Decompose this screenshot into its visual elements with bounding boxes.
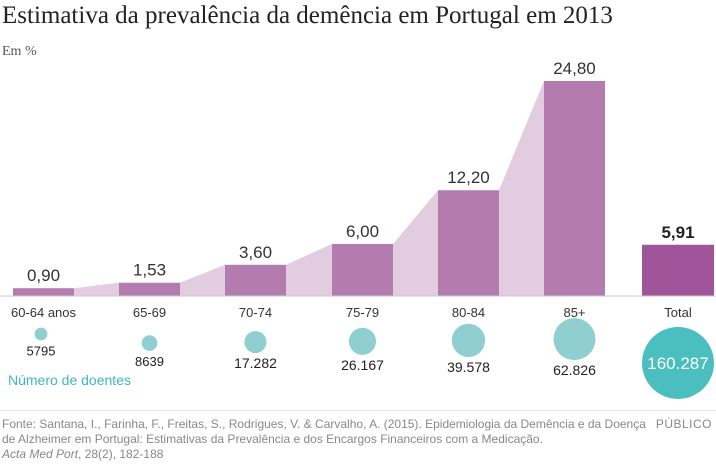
source-journal: Acta Med Port xyxy=(2,447,79,461)
bar-total xyxy=(642,244,714,296)
trend-area-segment xyxy=(286,243,332,296)
bar-75-79 xyxy=(332,243,393,296)
source-line-3: Acta Med Port, 28(2), 182-188 xyxy=(2,447,602,462)
patients-label: 62.826 xyxy=(553,362,596,378)
patients-label: 39.578 xyxy=(447,359,490,375)
prevalence-chart: 0,90 60-64 anos 1,53 65-69 3,60 70-74 6,00 75-7… xyxy=(0,59,716,399)
trend-area-segment xyxy=(499,81,544,296)
bar-60-64 anos xyxy=(13,288,74,296)
value-label: 6,00 xyxy=(346,222,379,241)
category-label: 70-74 xyxy=(239,305,272,320)
category-label: 80-84 xyxy=(452,305,485,320)
source-line-1: Fonte: Santana, I., Farinha, F., Freitas… xyxy=(2,417,646,431)
trend-area-segment xyxy=(180,264,225,296)
bar-80-84 xyxy=(438,190,499,296)
source-note: Fonte: Santana, I., Farinha, F., Freitas… xyxy=(2,417,646,462)
category-label: 85+ xyxy=(563,305,585,320)
trend-area-segment xyxy=(74,282,119,296)
patients-circle xyxy=(244,331,267,354)
chart-title: Estimativa da prevalência da demência em… xyxy=(2,2,613,29)
category-label: 75-79 xyxy=(346,305,379,320)
value-label: 24,80 xyxy=(553,59,596,78)
total-value-label: 5,91 xyxy=(661,223,694,242)
brand-logo-text: PÚBLICO xyxy=(655,417,712,431)
bar-65-69 xyxy=(119,282,180,296)
patients-label: 5795 xyxy=(27,343,56,358)
patients-circle xyxy=(451,323,486,358)
value-label: 3,60 xyxy=(239,243,272,262)
bar-85+ xyxy=(544,81,605,296)
patients-circle xyxy=(141,335,158,351)
value-label: 12,20 xyxy=(447,168,490,187)
source-line-2: de Alzheimer em Portugal: Estimativas da… xyxy=(2,432,543,446)
patients-total-label: 160.287 xyxy=(647,354,708,373)
patients-circle xyxy=(348,327,377,355)
category-label: 65-69 xyxy=(133,305,166,320)
patients-label: 26.167 xyxy=(341,357,384,373)
source-citation: , 28(2), 182-188 xyxy=(78,447,164,461)
value-label: 1,53 xyxy=(133,261,166,280)
patients-circle xyxy=(553,318,596,361)
category-label: 60-64 anos xyxy=(11,305,77,320)
bar-70-74 xyxy=(225,264,286,296)
value-label: 0,90 xyxy=(27,266,60,285)
patients-legend: Número de doentes xyxy=(8,372,131,388)
labels-layer: 0,90 60-64 anos 1,53 65-69 3,60 70-74 6,00 75-7… xyxy=(11,59,695,320)
patients-total-circle xyxy=(642,327,714,399)
trend-area-layer xyxy=(74,81,544,296)
bars-layer xyxy=(13,81,714,296)
footer-divider xyxy=(0,410,716,411)
trend-area-segment xyxy=(393,190,438,296)
patients-circle xyxy=(34,327,48,341)
y-axis-unit: Em % xyxy=(2,44,37,59)
patients-label: 17.282 xyxy=(234,355,277,371)
patient-circles-layer: 5795 8639 17.282 26.167 39.578 62.826 160.287 xyxy=(27,318,714,399)
total-category-label: Total xyxy=(664,305,692,320)
patients-label: 8639 xyxy=(135,354,164,369)
